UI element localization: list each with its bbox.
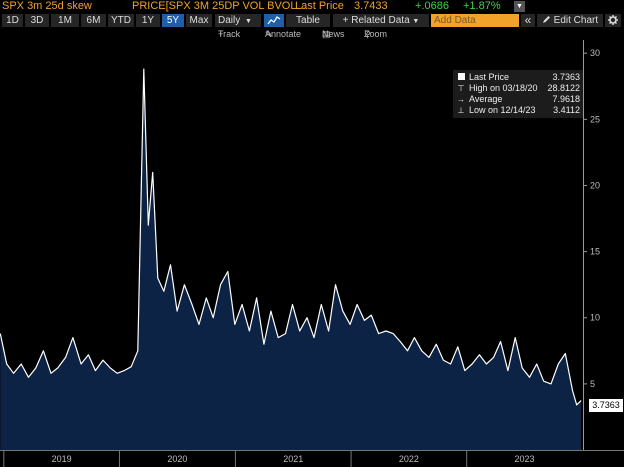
title-bar: SPX 3m 25d skew PRICE[SPX 3M 25DP VOL BV… (0, 0, 624, 13)
legend-value: 3.7363 (552, 72, 580, 82)
x-tick-label: 2023 (515, 454, 535, 464)
period-1d-button[interactable]: 1D (2, 14, 23, 27)
edit-chart-button[interactable]: Edit Chart (537, 14, 603, 27)
period-1m-button[interactable]: 1M (51, 14, 79, 27)
add-data-input[interactable]: Add Data (431, 14, 519, 27)
chevron-down-icon: ▼ (412, 18, 420, 25)
period-ytd-button[interactable]: YTD (108, 14, 134, 27)
news-label: News (322, 29, 345, 39)
legend-last-price: Last Price 3.7363 (453, 72, 583, 83)
x-tick-label: 2019 (52, 454, 72, 464)
chevron-down-icon: ▼ (516, 3, 523, 10)
edit-chart-label: Edit Chart (553, 15, 599, 26)
period-5y-button[interactable]: 5Y (162, 14, 184, 27)
double-chevron-left-icon: « (524, 13, 532, 27)
pencil-icon: ✎ (265, 29, 273, 39)
legend-label: Last Price (469, 72, 510, 82)
legend-value: 28.8122 (547, 83, 580, 93)
y-tick-label: 30 (590, 48, 600, 58)
legend-average: → Average 7.9618 (453, 94, 583, 105)
chart-legend: Last Price 3.7363 ⊤ High on 03/18/20 28.… (453, 70, 583, 118)
legend-value: 3.4112 (553, 105, 580, 115)
pencil-icon (542, 16, 550, 23)
y-tick-label: 15 (590, 247, 600, 257)
zoom-label: Zoom (364, 29, 388, 39)
y-axis: 5 10 15 20 25 30 (583, 40, 600, 450)
chevron-down-icon: ▼ (245, 18, 252, 25)
period-1y-button[interactable]: 1Y (136, 14, 160, 27)
legend-high: ⊤ High on 03/18/20 28.8122 (453, 83, 583, 94)
related-data-button[interactable]: + Related Data ▼ (333, 14, 429, 27)
news-icon: ▤ (322, 29, 331, 39)
legend-label: Average (469, 94, 503, 104)
line-chart-button[interactable] (264, 14, 284, 27)
collapse-button[interactable]: « (521, 14, 535, 27)
legend-value: 7.9618 (552, 94, 580, 104)
chart-title: SPX 3m 25d skew (2, 0, 92, 12)
header-dropdown-button[interactable]: ▼ (514, 1, 525, 12)
y-tick-label: 10 (590, 313, 600, 323)
y-tick-label: 25 (590, 114, 600, 124)
x-tick-label: 2022 (399, 454, 419, 464)
series-line (0, 68, 582, 406)
low-marker-icon: ⊥ (457, 106, 465, 115)
magnifier-icon: ⚲ (364, 29, 371, 39)
settings-button[interactable] (605, 14, 621, 27)
legend-low: ⊥ Low on 12/14/23 3.4112 (453, 105, 583, 116)
x-tick-label: 2021 (283, 454, 303, 464)
related-data-label: Related Data (351, 15, 410, 26)
chart-tools-bar: + Track ✎ Annotate ▤ News ⚲ Zoom (0, 28, 624, 41)
legend-label: Low on 12/14/23 (469, 105, 536, 115)
price-change: +.0686 (415, 0, 449, 12)
frequency-select[interactable]: Daily ▼ (215, 14, 261, 27)
x-axis: 2019 2020 2021 2022 2023 (0, 450, 624, 467)
price-change-pct: +1.87% (463, 0, 501, 12)
table-button[interactable]: Table (286, 14, 330, 27)
plus-icon: + (342, 15, 349, 26)
chart-toolbar: 1D 3D 1M 6M YTD 1Y 5Y Max Daily ▼ Table … (0, 13, 624, 28)
last-price-label: Last Price (295, 0, 344, 12)
x-tick-label: 2020 (167, 454, 187, 464)
period-max-button[interactable]: Max (186, 14, 212, 27)
last-value-tag: 3.7363 (589, 399, 623, 412)
period-6m-button[interactable]: 6M (81, 14, 106, 27)
series-area (0, 69, 582, 450)
period-3d-button[interactable]: 3D (25, 14, 49, 27)
y-tick-label: 20 (590, 180, 600, 190)
plot-area (0, 68, 582, 450)
legend-label: High on 03/18/20 (469, 83, 538, 93)
square-icon (457, 72, 465, 84)
y-tick-label: 5 (590, 379, 595, 389)
annotate-label: Annotate (265, 29, 302, 39)
frequency-label: Daily (218, 15, 241, 26)
line-chart-icon (267, 16, 281, 25)
security-label[interactable]: PRICE[SPX 3M 25DP VOL BVOL... (132, 0, 306, 12)
gear-icon (608, 15, 618, 25)
last-price-value: 3.7433 (354, 0, 388, 12)
high-marker-icon: ⊤ (457, 84, 465, 93)
track-label: Track (218, 29, 241, 39)
average-marker-icon: → (457, 95, 465, 104)
crosshair-icon: + (218, 29, 224, 39)
